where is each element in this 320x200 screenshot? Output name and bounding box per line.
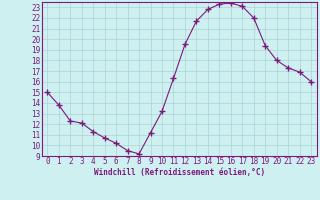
X-axis label: Windchill (Refroidissement éolien,°C): Windchill (Refroidissement éolien,°C) xyxy=(94,168,265,177)
